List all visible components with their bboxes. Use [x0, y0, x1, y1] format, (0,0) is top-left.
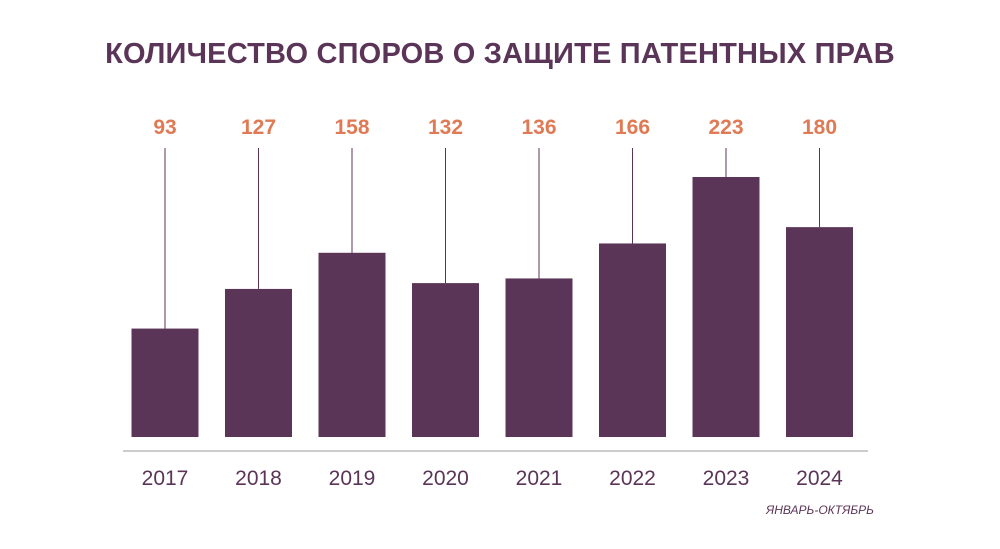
bars-group: 93 2017 127 2018 158 2019 132 2020 136 2021 166 202… — [131, 116, 853, 490]
bar-2023 — [692, 177, 760, 437]
x-tick-label-2018: 2018 — [235, 467, 282, 490]
x-tick-label-2019: 2019 — [329, 467, 376, 490]
x-tick-label-2017: 2017 — [142, 467, 189, 490]
bar-2021 — [505, 278, 573, 437]
bar-2018 — [225, 288, 292, 437]
value-label-2020: 132 — [428, 116, 463, 139]
bar-2019 — [318, 252, 386, 437]
bar-2022 — [599, 243, 666, 437]
value-label-2024: 180 — [802, 116, 837, 139]
value-label-2022: 166 — [615, 116, 650, 139]
x-tick-label-2020: 2020 — [422, 467, 469, 490]
value-label-2018: 127 — [241, 116, 276, 139]
x-tick-label-2022: 2022 — [609, 467, 656, 490]
chart-title: КОЛИЧЕСТВО СПОРОВ О ЗАЩИТЕ ПАТЕНТНЫХ ПРА… — [105, 38, 895, 70]
period-note: ЯНВАРЬ-ОКТЯБРЬ — [766, 503, 874, 517]
x-tick-label-2021: 2021 — [516, 467, 563, 490]
x-tick-label-2024: 2024 — [796, 467, 843, 490]
value-label-2017: 93 — [153, 116, 176, 139]
bar-2020 — [412, 283, 479, 437]
x-tick-label-2023: 2023 — [703, 467, 750, 490]
value-label-2021: 136 — [521, 116, 556, 139]
value-label-2019: 158 — [334, 116, 369, 139]
value-label-2023: 223 — [708, 116, 743, 139]
bar-2024 — [786, 227, 853, 437]
bar-2017 — [131, 328, 199, 437]
